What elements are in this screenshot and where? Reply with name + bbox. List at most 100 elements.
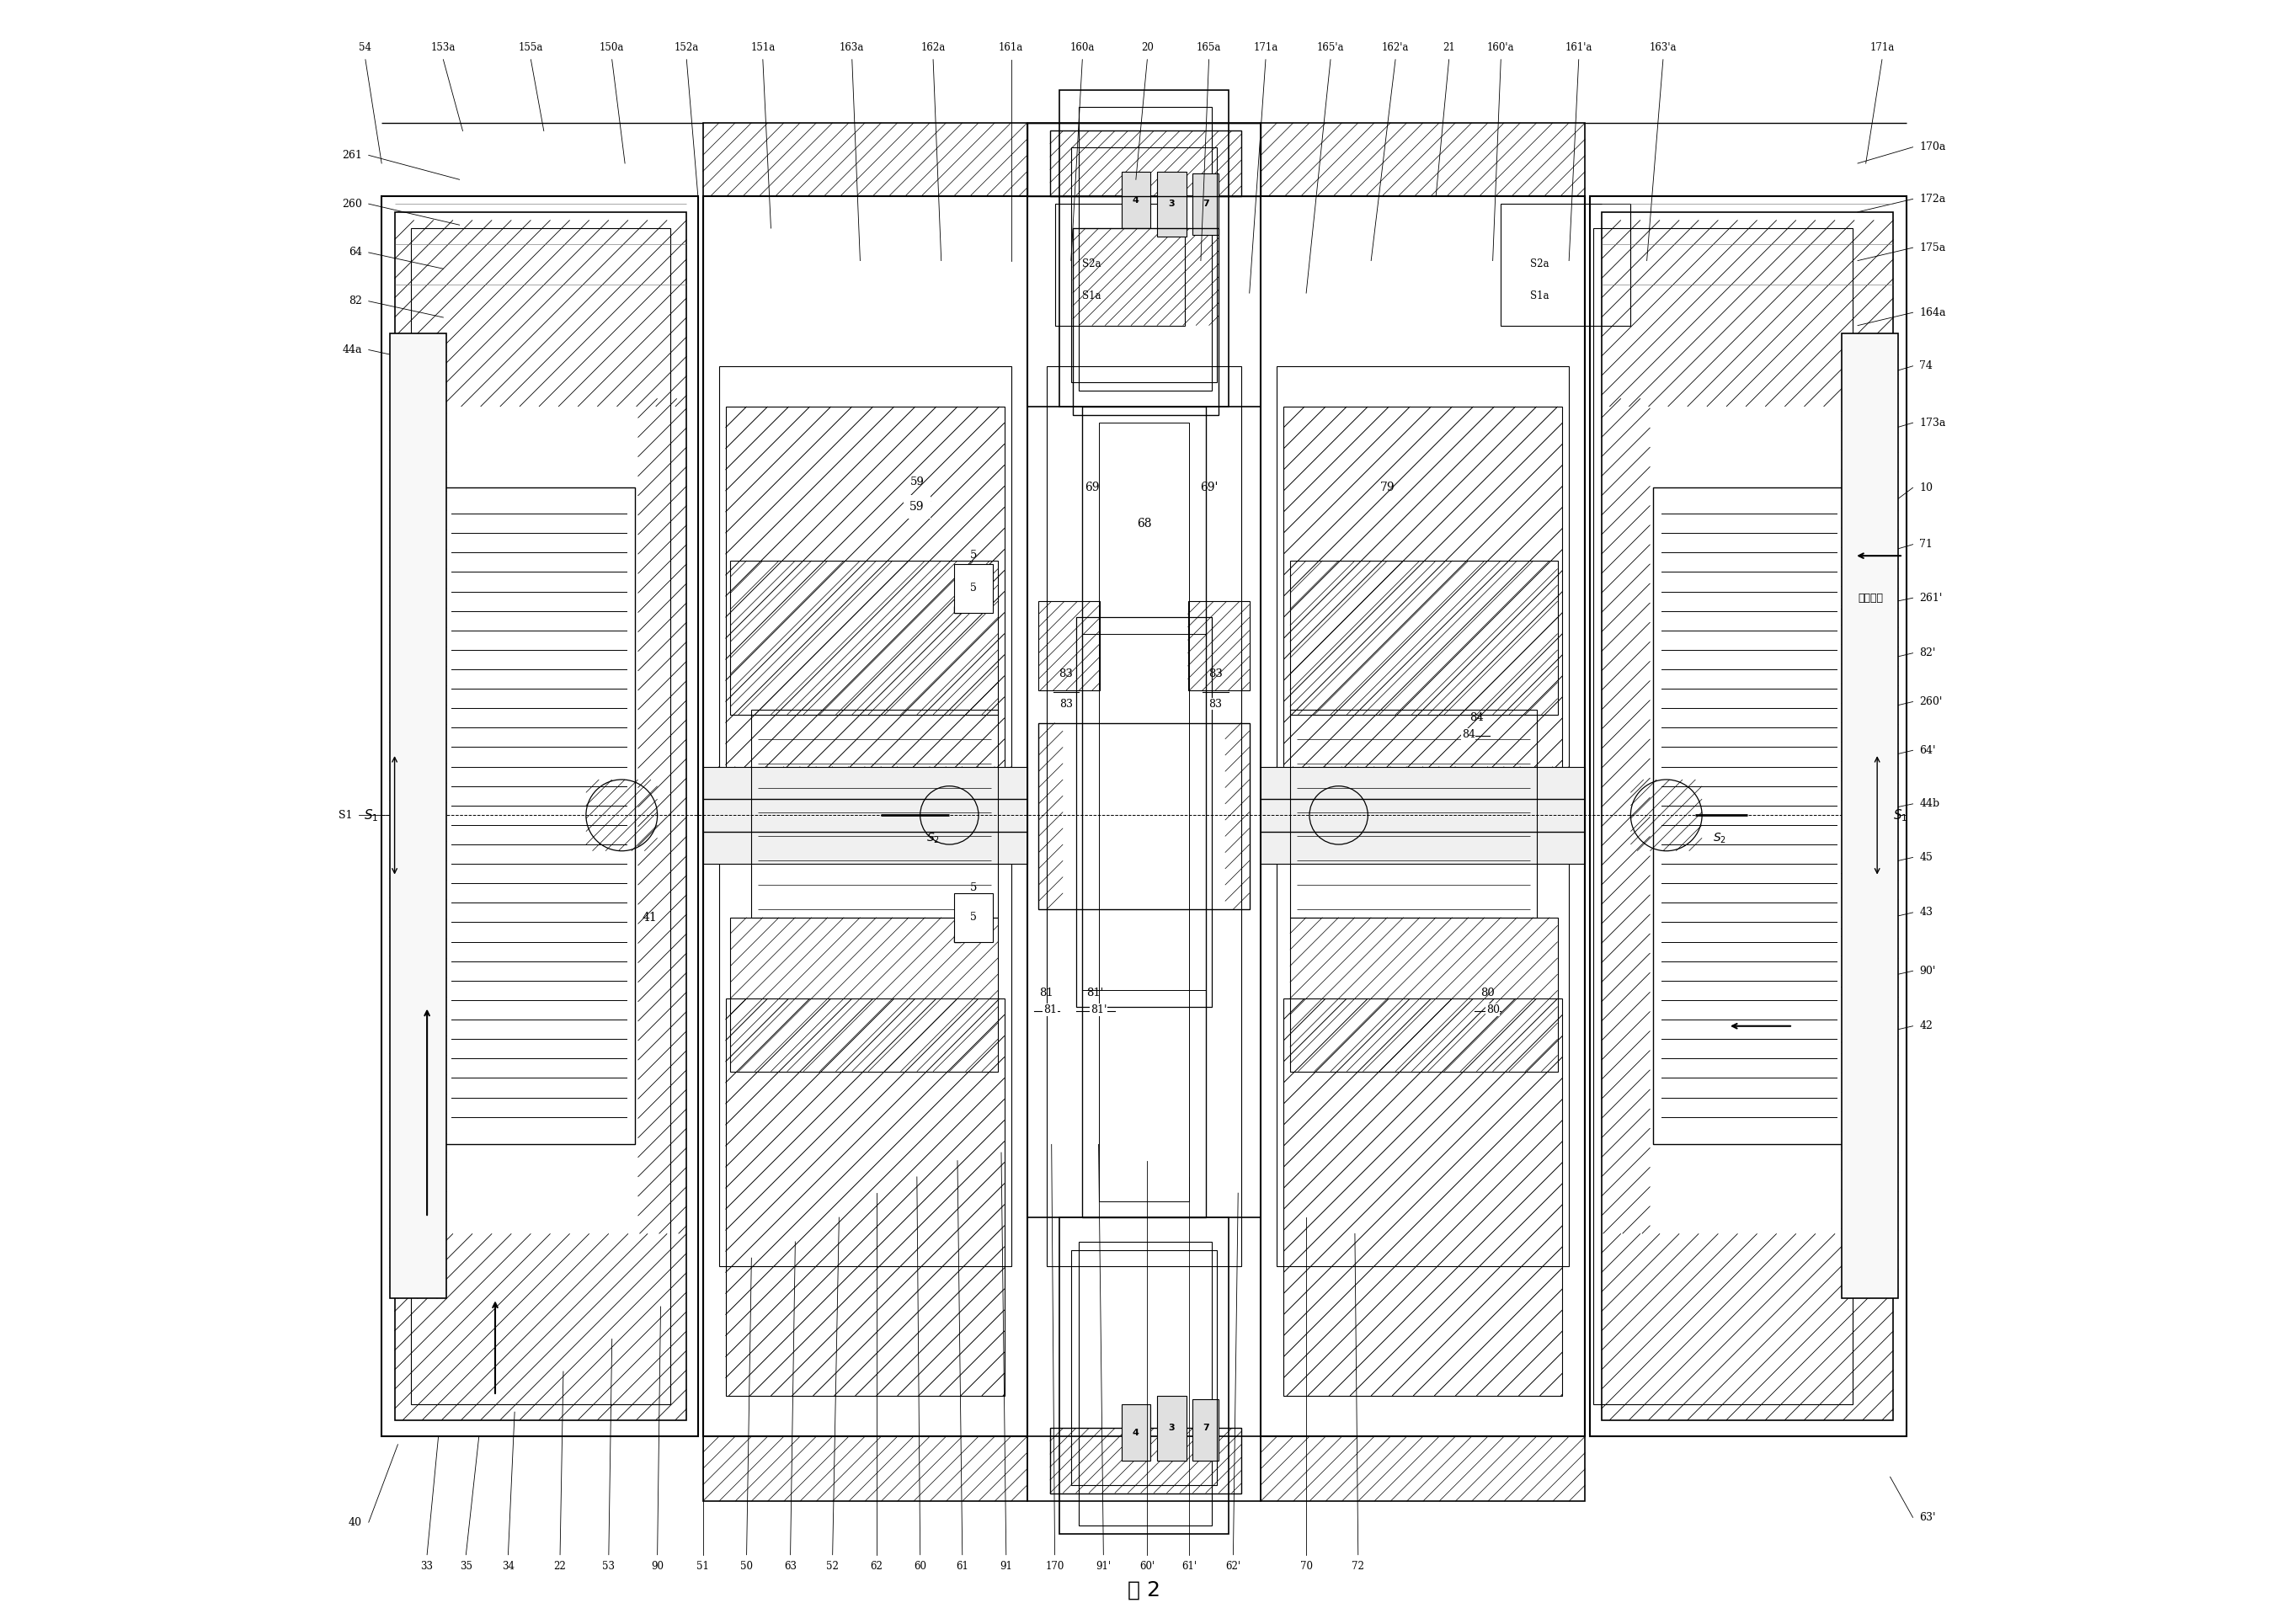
- Bar: [702, 1436, 1027, 1501]
- Text: S1a: S1a: [1531, 291, 1549, 302]
- Text: $S_1$: $S_1$: [364, 807, 378, 823]
- Bar: [1158, 172, 1185, 237]
- Bar: [718, 365, 1011, 1267]
- Text: 80: 80: [1480, 987, 1494, 999]
- Bar: [1121, 172, 1151, 229]
- Text: 260': 260': [1920, 697, 1943, 706]
- Bar: [1080, 1242, 1213, 1525]
- Text: 64: 64: [348, 247, 362, 258]
- Text: $S_2$: $S_2$: [927, 831, 940, 844]
- Bar: [1158, 1395, 1185, 1460]
- Text: 81': 81': [1087, 987, 1103, 999]
- Text: 151a: 151a: [750, 42, 776, 54]
- Bar: [725, 406, 1004, 804]
- Bar: [1098, 422, 1190, 1202]
- Text: 20: 20: [1142, 42, 1153, 54]
- Bar: [1027, 197, 1261, 1436]
- Text: S2a: S2a: [1531, 258, 1549, 270]
- Text: 81: 81: [1039, 987, 1055, 999]
- Text: 4: 4: [1133, 197, 1139, 205]
- Text: 5: 5: [970, 913, 977, 922]
- Bar: [1654, 487, 1844, 1145]
- Bar: [1050, 1427, 1242, 1492]
- Text: 83: 83: [1059, 667, 1073, 679]
- Bar: [1059, 1218, 1229, 1533]
- Text: 60': 60': [1139, 1561, 1155, 1572]
- Text: 54: 54: [359, 42, 371, 54]
- Text: 34: 34: [501, 1561, 515, 1572]
- Text: 43: 43: [1920, 908, 1933, 918]
- Text: 62': 62': [1226, 1561, 1240, 1572]
- Bar: [1290, 918, 1558, 1072]
- Bar: [394, 213, 686, 1419]
- Text: 63: 63: [785, 1561, 796, 1572]
- Bar: [1261, 123, 1586, 197]
- Text: 22: 22: [554, 1561, 565, 1572]
- Bar: [1082, 633, 1206, 991]
- Bar: [1261, 1436, 1586, 1501]
- Text: 161'a: 161'a: [1565, 42, 1592, 54]
- Text: 163a: 163a: [840, 42, 865, 54]
- Bar: [412, 229, 670, 1403]
- Text: 44b: 44b: [1920, 799, 1940, 809]
- Text: 51: 51: [696, 1561, 709, 1572]
- Bar: [389, 333, 446, 1299]
- Bar: [1050, 132, 1242, 197]
- Text: 165a: 165a: [1197, 42, 1222, 54]
- Text: 90: 90: [652, 1561, 664, 1572]
- Text: $S_2$: $S_2$: [1714, 831, 1727, 844]
- Text: 150a: 150a: [599, 42, 625, 54]
- Bar: [1261, 767, 1586, 864]
- Text: 161a: 161a: [998, 42, 1023, 54]
- Bar: [1039, 723, 1249, 909]
- Text: 171a: 171a: [1254, 42, 1279, 54]
- Text: 90': 90': [1920, 965, 1936, 976]
- Text: 171a: 171a: [1869, 42, 1894, 54]
- Bar: [1073, 229, 1220, 414]
- Text: 59: 59: [911, 477, 924, 487]
- Text: 82': 82': [1920, 648, 1936, 659]
- Text: 45: 45: [1920, 853, 1933, 862]
- Text: 63': 63': [1920, 1512, 1936, 1523]
- Bar: [1592, 229, 1853, 1403]
- Text: 153a: 153a: [430, 42, 455, 54]
- Bar: [1071, 148, 1217, 382]
- Bar: [1046, 365, 1242, 1267]
- Bar: [1055, 205, 1185, 325]
- Text: 7: 7: [1203, 1424, 1208, 1432]
- Bar: [1027, 123, 1261, 406]
- Text: 79: 79: [1380, 482, 1396, 494]
- Text: 4: 4: [1133, 1429, 1139, 1437]
- Bar: [1121, 1403, 1151, 1460]
- Bar: [1192, 1398, 1220, 1460]
- Bar: [1082, 406, 1206, 1218]
- Text: 163'a: 163'a: [1650, 42, 1677, 54]
- Text: 5: 5: [970, 549, 977, 560]
- Bar: [1039, 601, 1101, 690]
- Text: $S_1$: $S_1$: [1894, 807, 1908, 823]
- Text: 160'a: 160'a: [1487, 42, 1515, 54]
- Bar: [1059, 91, 1229, 406]
- Text: 165'a: 165'a: [1318, 42, 1345, 54]
- Text: 170: 170: [1046, 1561, 1064, 1572]
- Bar: [730, 560, 998, 715]
- Text: 21: 21: [1444, 42, 1455, 54]
- Text: 83: 83: [1059, 698, 1073, 710]
- Bar: [702, 123, 1027, 197]
- Text: 84: 84: [1469, 711, 1483, 723]
- Bar: [1075, 617, 1213, 1007]
- Bar: [1284, 999, 1563, 1395]
- Text: S1a: S1a: [1082, 291, 1101, 302]
- Bar: [1284, 406, 1563, 804]
- Text: 52: 52: [826, 1561, 840, 1572]
- Bar: [702, 197, 1027, 1436]
- Text: 59: 59: [911, 502, 924, 513]
- Text: 50: 50: [741, 1561, 753, 1572]
- Text: 61': 61': [1183, 1561, 1197, 1572]
- Text: 53: 53: [602, 1561, 615, 1572]
- Text: 74: 74: [1920, 361, 1933, 372]
- Text: 64': 64': [1920, 745, 1936, 755]
- Text: 162'a: 162'a: [1382, 42, 1409, 54]
- Text: 83: 83: [1208, 667, 1222, 679]
- Text: 72: 72: [1352, 1561, 1364, 1572]
